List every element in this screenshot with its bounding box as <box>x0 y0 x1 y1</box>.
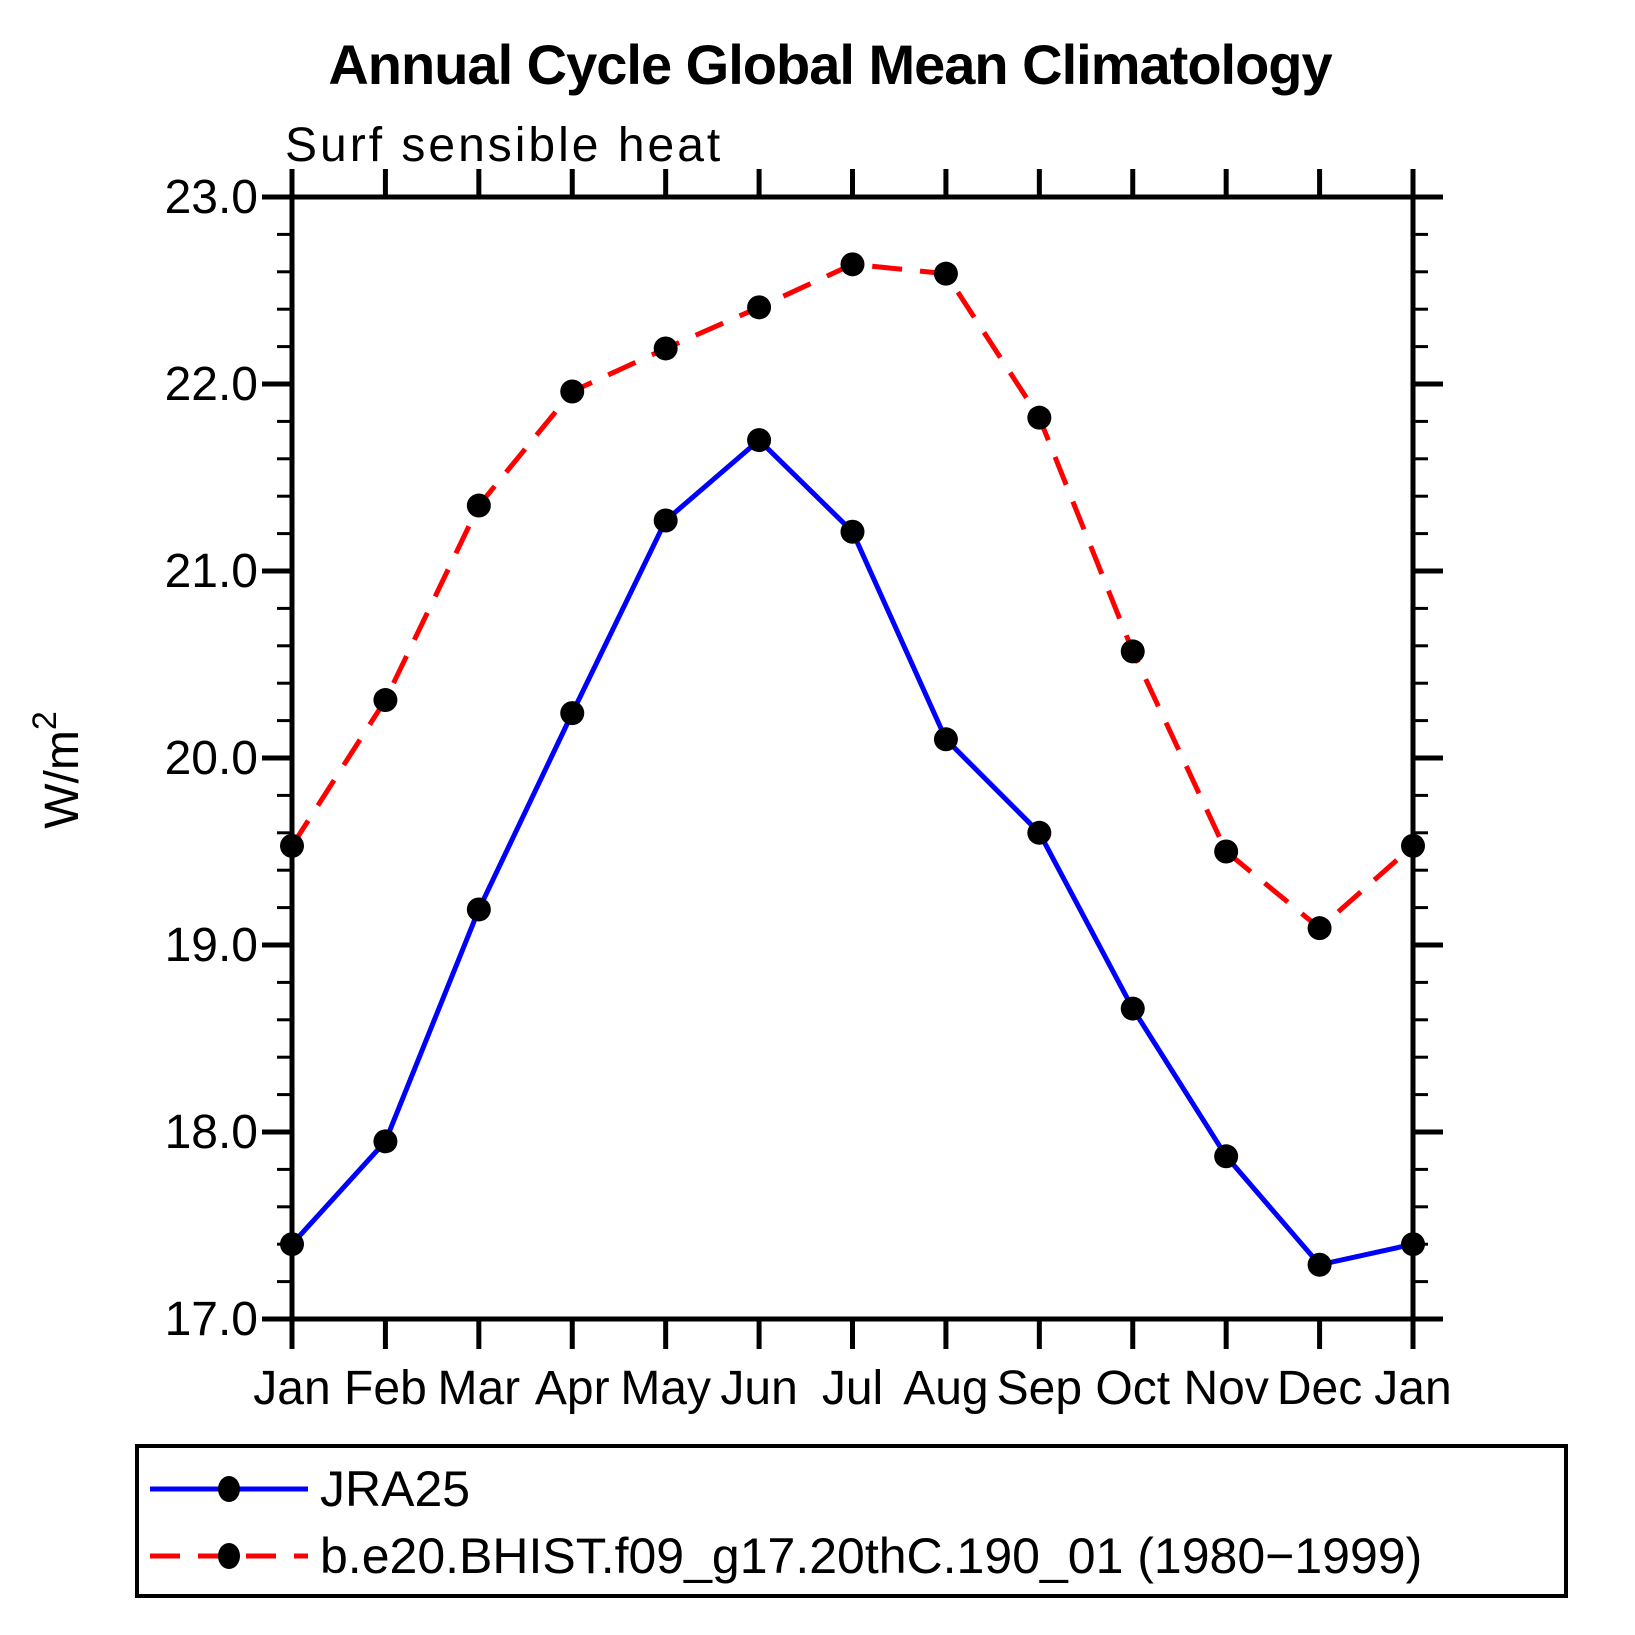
data-point-bhist <box>1214 839 1239 864</box>
data-series <box>280 252 1425 1277</box>
data-point-jra25 <box>653 508 678 533</box>
x-tick-label: Dec <box>1277 1362 1362 1415</box>
series-line-bhist <box>289 261 1415 932</box>
y-tick-label: 21.0 <box>165 545 258 598</box>
data-point-jra25 <box>466 897 491 922</box>
x-tick-label: Oct <box>1095 1362 1170 1415</box>
data-point-bhist <box>747 295 772 320</box>
y-tick-label: 20.0 <box>165 732 258 785</box>
legend-label-bhist: b.e20.BHIST.f09_g17.20thC.190_01 (1980−1… <box>320 1528 1422 1584</box>
axis-ticks <box>262 169 1443 1349</box>
x-tick-label: Jan <box>1374 1362 1451 1415</box>
x-tick-label: Jun <box>720 1362 797 1415</box>
data-point-jra25 <box>1120 996 1145 1021</box>
x-tick-label: Jan <box>253 1362 330 1415</box>
data-point-bhist <box>653 336 678 361</box>
y-axis-unit-exponent: 2 <box>26 711 64 730</box>
legend: JRA25 b.e20.BHIST.f09_g17.20thC.190_01 (1… <box>150 1461 1422 1584</box>
data-point-jra25 <box>560 701 585 726</box>
data-point-bhist <box>466 493 491 518</box>
data-point-bhist <box>1120 639 1145 664</box>
chart-title: Annual Cycle Global Mean Climatology <box>328 33 1332 96</box>
data-point-jra25 <box>1027 820 1052 845</box>
data-point-jra25 <box>840 519 865 544</box>
plot-frame <box>289 194 1416 1322</box>
x-tick-label: Apr <box>535 1362 610 1415</box>
y-tick-label: 23.0 <box>165 171 258 224</box>
x-tick-label: Sep <box>997 1362 1082 1415</box>
y-tick-label: 18.0 <box>165 1106 258 1159</box>
y-tick-label: 22.0 <box>165 358 258 411</box>
data-point-bhist <box>933 261 958 286</box>
data-point-bhist <box>560 379 585 404</box>
y-axis-unit-label: W/m2 <box>26 711 89 829</box>
x-tick-label: May <box>620 1362 711 1415</box>
chart-subtitle: Surf sensible heat <box>285 119 723 172</box>
legend-label-jra25: JRA25 <box>320 1461 470 1517</box>
data-point-jra25 <box>1214 1144 1239 1169</box>
x-tick-label: Aug <box>903 1362 988 1415</box>
data-point-jra25 <box>747 428 772 453</box>
x-tick-label: Nov <box>1183 1362 1268 1415</box>
legend-marker-bhist <box>218 1543 240 1569</box>
x-tick-label: Mar <box>437 1362 520 1415</box>
y-tick-label: 19.0 <box>165 919 258 972</box>
data-point-jra25 <box>933 727 958 752</box>
x-tick-label: Jul <box>822 1362 883 1415</box>
data-point-jra25 <box>1307 1252 1332 1277</box>
legend-box <box>135 1444 1568 1598</box>
x-tick-label: Feb <box>344 1362 427 1415</box>
data-point-bhist <box>373 688 398 713</box>
data-point-bhist <box>1307 916 1332 941</box>
data-point-bhist <box>840 252 865 277</box>
axis-tick-labels: 17.0 18.0 19.0 20.0 21.0 22.0 23.0 Jan Feb Mar Apr… <box>165 171 1452 1415</box>
legend-marker-jra25 <box>218 1476 240 1502</box>
data-point-jra25 <box>373 1129 398 1154</box>
series-line-jra25 <box>290 436 1414 1268</box>
data-point-bhist <box>1027 405 1052 430</box>
y-tick-label: 17.0 <box>165 1293 258 1346</box>
